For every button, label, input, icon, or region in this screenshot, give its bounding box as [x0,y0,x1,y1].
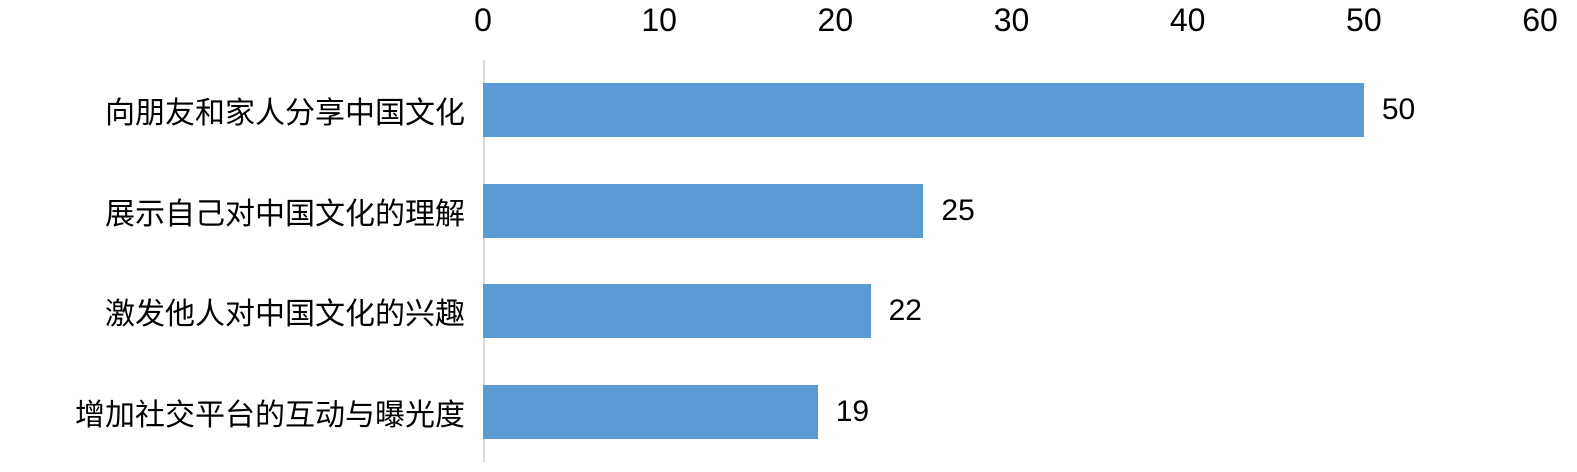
category-label: 展示自己对中国文化的理解 [105,197,465,231]
x-axis-tick-label: 20 [817,2,854,38]
bar-value-label: 22 [888,294,922,328]
bar [483,284,871,339]
y-axis-line [483,60,485,462]
category-label: 增加社交平台的互动与曝光度 [75,398,465,432]
x-axis-tick-label: 60 [1522,2,1558,38]
bar [483,83,1364,138]
bar-value-label: 25 [941,193,975,227]
x-axis-tick-label: 40 [1169,2,1206,38]
x-axis-tick-label: 30 [993,2,1030,38]
x-axis-tick-label: 10 [641,2,677,38]
bar [483,183,924,238]
x-axis-tick-label: 50 [1346,2,1382,38]
category-label: 激发他人对中国文化的兴趣 [105,298,465,332]
category-label: 向朋友和家人分享中国文化 [105,97,465,131]
bar-value-label: 19 [835,394,870,428]
bar [483,384,818,439]
x-axis-tick-label: 0 [474,2,492,38]
bar-value-label: 50 [1381,93,1416,127]
